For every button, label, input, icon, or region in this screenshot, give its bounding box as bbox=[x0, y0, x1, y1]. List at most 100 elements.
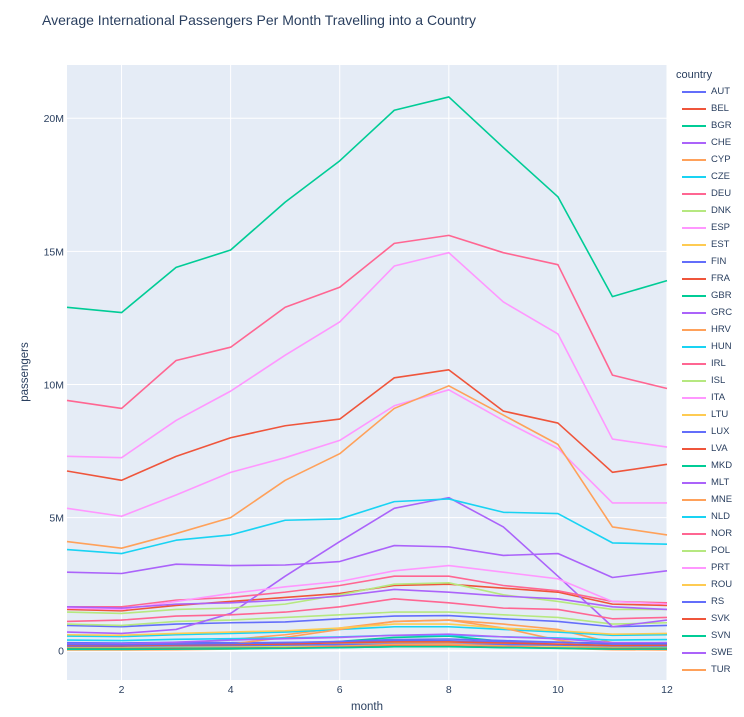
legend-item-swe[interactable]: SWE bbox=[676, 644, 742, 661]
legend-item-prt[interactable]: PRT bbox=[676, 559, 742, 576]
legend-swatch bbox=[682, 379, 706, 382]
series-line-irl[interactable] bbox=[66, 597, 668, 623]
legend-swatch bbox=[682, 362, 706, 365]
series-line-svn[interactable] bbox=[67, 645, 667, 651]
series-line-esp[interactable] bbox=[66, 251, 668, 459]
legend-swatch bbox=[682, 481, 706, 484]
legend-item-gbr[interactable]: GBR bbox=[676, 287, 742, 304]
legend-item-deu[interactable]: DEU bbox=[676, 185, 742, 202]
legend-label: NOR bbox=[711, 528, 733, 539]
legend-swatch bbox=[682, 277, 706, 280]
legend-item-dnk[interactable]: DNK bbox=[676, 202, 742, 219]
legend-label: IRL bbox=[711, 358, 726, 369]
legend-label: EST bbox=[711, 239, 730, 250]
legend-item-svk[interactable]: SVK bbox=[676, 610, 742, 627]
series-line-pol[interactable] bbox=[66, 582, 667, 615]
legend-item-rou[interactable]: ROU bbox=[676, 576, 742, 593]
legend-swatch bbox=[682, 498, 706, 501]
legend-swatch bbox=[682, 668, 706, 671]
legend-label: GRC bbox=[711, 307, 733, 318]
legend-item-cyp[interactable]: CYP bbox=[676, 151, 742, 168]
y-axis-title: passengers bbox=[19, 342, 31, 402]
series-line-nld[interactable] bbox=[66, 498, 668, 555]
series-line-gbr[interactable] bbox=[66, 96, 668, 314]
series-line-tur[interactable] bbox=[66, 385, 668, 550]
legend-item-cze[interactable]: CZE bbox=[676, 168, 742, 185]
legend-swatch bbox=[682, 192, 706, 195]
y-tick-label: 10M bbox=[44, 379, 64, 391]
tick-layer: 2 4 6 8 10 12 0 5M 10M 15M 20M bbox=[44, 113, 673, 696]
legend-item-ita[interactable]: ITA bbox=[676, 389, 742, 406]
legend-swatch bbox=[682, 243, 706, 246]
legend-label: DEU bbox=[711, 188, 732, 199]
legend-item-che[interactable]: CHE bbox=[676, 134, 742, 151]
legend-item-nld[interactable]: NLD bbox=[676, 508, 742, 525]
legend-label: NLD bbox=[711, 511, 731, 522]
legend-label: MKD bbox=[711, 460, 733, 471]
legend-item-svn[interactable]: SVN bbox=[676, 627, 742, 644]
legend-items: AUT BEL BGR CHE CYP CZE DEU DNK ESP EST FIN FRA GBR G… bbox=[676, 83, 742, 678]
legend-label: HRV bbox=[711, 324, 731, 335]
legend-item-nor[interactable]: NOR bbox=[676, 525, 742, 542]
legend-item-hun[interactable]: HUN bbox=[676, 338, 742, 355]
legend-item-fin[interactable]: FIN bbox=[676, 253, 742, 270]
series-line-mlt[interactable] bbox=[67, 633, 667, 645]
legend-item-lux[interactable]: LUX bbox=[676, 423, 742, 440]
legend-label: BGR bbox=[711, 120, 732, 131]
series-line-cze[interactable] bbox=[66, 625, 668, 638]
legend-item-isl[interactable]: ISL bbox=[676, 372, 742, 389]
legend-swatch bbox=[682, 124, 706, 127]
legend-item-est[interactable]: EST bbox=[676, 236, 742, 253]
series-line-prt[interactable] bbox=[66, 564, 668, 611]
legend-label: MNE bbox=[711, 494, 733, 505]
legend-item-bgr[interactable]: BGR bbox=[676, 117, 742, 134]
legend-label: LUX bbox=[711, 426, 730, 437]
legend-item-rs[interactable]: RS bbox=[676, 593, 742, 610]
legend-swatch bbox=[682, 175, 706, 178]
x-tick-label: 12 bbox=[661, 684, 673, 696]
series-line-deu[interactable] bbox=[66, 234, 668, 410]
legend-label: FRA bbox=[711, 273, 730, 284]
legend-title: country bbox=[676, 69, 713, 81]
legend-item-irl[interactable]: IRL bbox=[676, 355, 742, 372]
series-line-swe[interactable] bbox=[66, 588, 668, 611]
series-line-che[interactable] bbox=[66, 544, 668, 579]
legend-item-lva[interactable]: LVA bbox=[676, 440, 742, 457]
series-line-fra[interactable] bbox=[66, 369, 668, 482]
legend-item-aut[interactable]: AUT bbox=[676, 83, 742, 100]
legend-swatch bbox=[682, 600, 706, 603]
series-line-rs[interactable] bbox=[66, 638, 668, 646]
legend-item-mkd[interactable]: MKD bbox=[676, 457, 742, 474]
series-layer[interactable] bbox=[66, 96, 668, 651]
legend-swatch bbox=[682, 515, 706, 518]
legend-item-esp[interactable]: ESP bbox=[676, 219, 742, 236]
series-line-dnk[interactable] bbox=[66, 611, 668, 627]
legend-label: LTU bbox=[711, 409, 729, 420]
legend-item-grc[interactable]: GRC bbox=[676, 304, 742, 321]
x-tick-label: 4 bbox=[228, 684, 234, 696]
legend-label: TUR bbox=[711, 664, 731, 675]
legend-swatch bbox=[682, 294, 706, 297]
legend-swatch bbox=[682, 583, 706, 586]
y-tick-label: 15M bbox=[44, 246, 64, 258]
legend-item-mne[interactable]: MNE bbox=[676, 491, 742, 508]
legend-item-ltu[interactable]: LTU bbox=[676, 406, 742, 423]
legend-swatch bbox=[682, 447, 706, 450]
series-line-grc[interactable] bbox=[66, 496, 668, 635]
legend-label: SWE bbox=[711, 647, 733, 658]
legend-label: CHE bbox=[711, 137, 732, 148]
legend-item-bel[interactable]: BEL bbox=[676, 100, 742, 117]
legend-item-hrv[interactable]: HRV bbox=[676, 321, 742, 338]
series-line-nor[interactable] bbox=[67, 575, 668, 608]
legend-swatch bbox=[682, 311, 706, 314]
series-line-rou[interactable] bbox=[66, 623, 668, 637]
legend-item-tur[interactable]: TUR bbox=[676, 661, 742, 678]
legend-label: ROU bbox=[711, 579, 733, 590]
y-tick-label: 0 bbox=[58, 646, 64, 658]
legend-label: BEL bbox=[711, 103, 729, 114]
legend-swatch bbox=[682, 532, 706, 535]
legend-item-pol[interactable]: POL bbox=[676, 542, 742, 559]
legend-item-mlt[interactable]: MLT bbox=[676, 474, 742, 491]
series-line-aut[interactable] bbox=[66, 614, 668, 628]
legend-item-fra[interactable]: FRA bbox=[676, 270, 742, 287]
